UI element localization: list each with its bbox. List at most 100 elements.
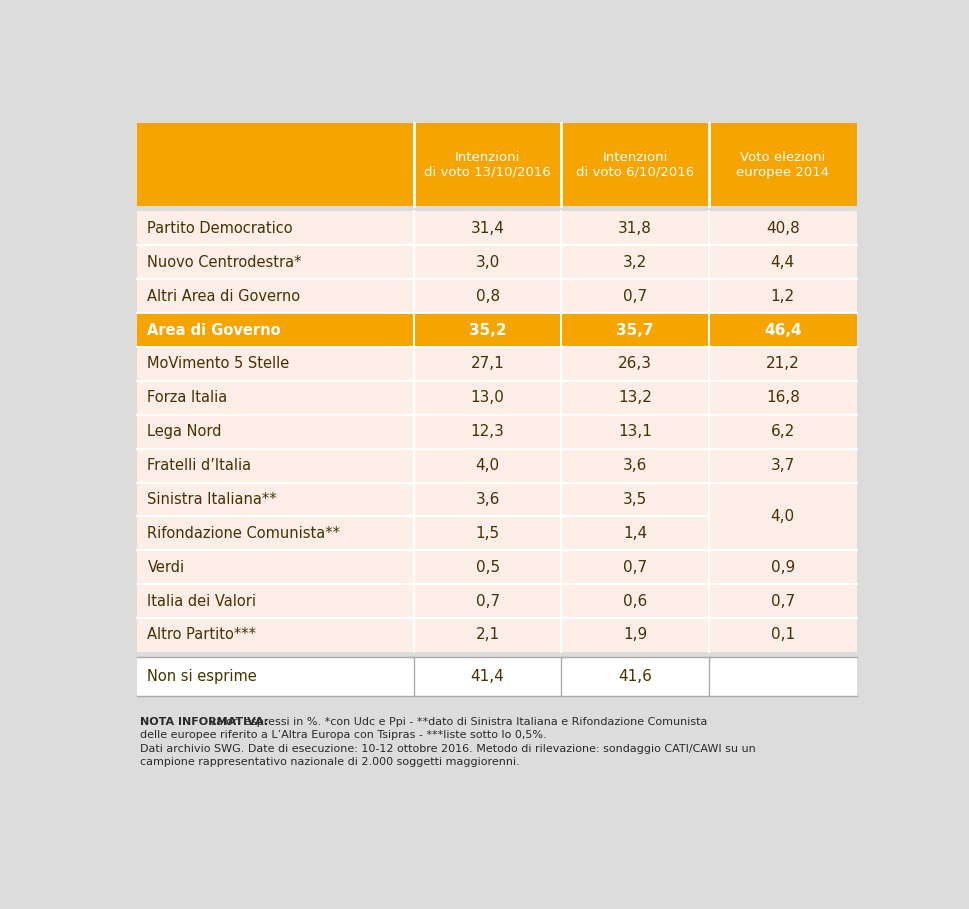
Text: 3,7: 3,7: [770, 458, 795, 473]
Bar: [561, 415, 709, 449]
Bar: [414, 313, 561, 347]
Bar: [561, 279, 709, 313]
Bar: [561, 381, 709, 415]
Text: Area di Governo: Area di Governo: [147, 323, 281, 337]
Bar: [414, 584, 561, 618]
Bar: [137, 279, 414, 313]
Text: 46,4: 46,4: [764, 323, 801, 337]
Bar: [561, 516, 709, 550]
Text: 13,0: 13,0: [471, 390, 505, 405]
Text: 6,2: 6,2: [770, 425, 795, 439]
Text: 4,0: 4,0: [476, 458, 500, 473]
Bar: [137, 618, 414, 652]
Bar: [414, 550, 561, 584]
Text: 0,7: 0,7: [476, 594, 500, 609]
Text: 41,4: 41,4: [471, 669, 505, 684]
Text: 0,8: 0,8: [476, 289, 500, 304]
Text: Intenzioni
di voto 6/10/2016: Intenzioni di voto 6/10/2016: [577, 151, 694, 178]
Text: 0,9: 0,9: [770, 560, 795, 574]
Bar: [414, 516, 561, 550]
Text: 12,3: 12,3: [471, 425, 505, 439]
Bar: [414, 212, 561, 245]
Text: valori espressi in %. *con Udc e Ppi - **dato di Sinistra Italiana e Rifondazion: valori espressi in %. *con Udc e Ppi - *…: [205, 717, 707, 727]
Bar: [137, 415, 414, 449]
Bar: [709, 279, 857, 313]
Text: Voto elezioni
europee 2014: Voto elezioni europee 2014: [736, 151, 829, 178]
Text: 27,1: 27,1: [471, 356, 505, 372]
Text: Italia dei Valori: Italia dei Valori: [147, 594, 257, 609]
Bar: [709, 212, 857, 245]
Bar: [137, 652, 857, 657]
Bar: [137, 206, 857, 212]
Bar: [414, 657, 561, 695]
Text: 13,1: 13,1: [618, 425, 652, 439]
Bar: [137, 245, 414, 279]
Bar: [709, 313, 857, 347]
Bar: [414, 618, 561, 652]
Text: Rifondazione Comunista**: Rifondazione Comunista**: [147, 525, 340, 541]
Bar: [709, 347, 857, 381]
Bar: [561, 347, 709, 381]
Bar: [561, 584, 709, 618]
Bar: [137, 123, 857, 206]
Text: 1,5: 1,5: [476, 525, 500, 541]
Bar: [709, 381, 857, 415]
Text: Dati archivio SWG. Date di esecuzione: 10-12 ottobre 2016. Metodo di rilevazione: Dati archivio SWG. Date di esecuzione: 1…: [141, 744, 756, 754]
Bar: [709, 415, 857, 449]
Bar: [414, 483, 561, 516]
Text: 3,5: 3,5: [623, 492, 647, 507]
Bar: [414, 449, 561, 483]
Text: Forza Italia: Forza Italia: [147, 390, 228, 405]
Bar: [561, 245, 709, 279]
Bar: [414, 245, 561, 279]
Bar: [414, 347, 561, 381]
Bar: [561, 618, 709, 652]
Text: 1,4: 1,4: [623, 525, 647, 541]
Text: 1,9: 1,9: [623, 627, 647, 643]
Bar: [137, 657, 414, 695]
Text: 0,7: 0,7: [623, 560, 647, 574]
Text: 35,7: 35,7: [616, 323, 654, 337]
Text: Lega Nord: Lega Nord: [147, 425, 222, 439]
Text: 4,4: 4,4: [770, 255, 795, 270]
Bar: [709, 618, 857, 652]
Text: 31,4: 31,4: [471, 221, 505, 236]
Text: 2,1: 2,1: [476, 627, 500, 643]
Bar: [137, 483, 414, 516]
Bar: [561, 449, 709, 483]
Bar: [561, 313, 709, 347]
Text: 26,3: 26,3: [618, 356, 652, 372]
Text: Altro Partito***: Altro Partito***: [147, 627, 257, 643]
Text: 3,0: 3,0: [476, 255, 500, 270]
Bar: [561, 657, 709, 695]
Bar: [709, 584, 857, 618]
Bar: [137, 212, 414, 245]
Text: 21,2: 21,2: [766, 356, 799, 372]
Bar: [137, 550, 414, 584]
Text: 13,2: 13,2: [618, 390, 652, 405]
Text: 31,8: 31,8: [618, 221, 652, 236]
Bar: [137, 584, 414, 618]
Text: Intenzioni
di voto 13/10/2016: Intenzioni di voto 13/10/2016: [424, 151, 551, 178]
Text: 3,6: 3,6: [623, 458, 647, 473]
Bar: [137, 347, 414, 381]
Bar: [561, 212, 709, 245]
Text: 3,6: 3,6: [476, 492, 500, 507]
Bar: [414, 381, 561, 415]
Bar: [414, 279, 561, 313]
Text: campione rappresentativo nazionale di 2.000 soggetti maggiorenni.: campione rappresentativo nazionale di 2.…: [141, 756, 520, 766]
Text: Non si esprime: Non si esprime: [147, 669, 257, 684]
Bar: [137, 449, 414, 483]
Bar: [709, 245, 857, 279]
Text: Partito Democratico: Partito Democratico: [147, 221, 293, 236]
Bar: [709, 483, 857, 550]
Text: 0,6: 0,6: [623, 594, 647, 609]
Text: Nuovo Centrodestra*: Nuovo Centrodestra*: [147, 255, 302, 270]
Text: 1,2: 1,2: [770, 289, 795, 304]
Bar: [709, 657, 857, 695]
Text: 0,1: 0,1: [770, 627, 795, 643]
Bar: [137, 313, 414, 347]
Text: Verdi: Verdi: [147, 560, 185, 574]
Bar: [561, 550, 709, 584]
Bar: [414, 415, 561, 449]
